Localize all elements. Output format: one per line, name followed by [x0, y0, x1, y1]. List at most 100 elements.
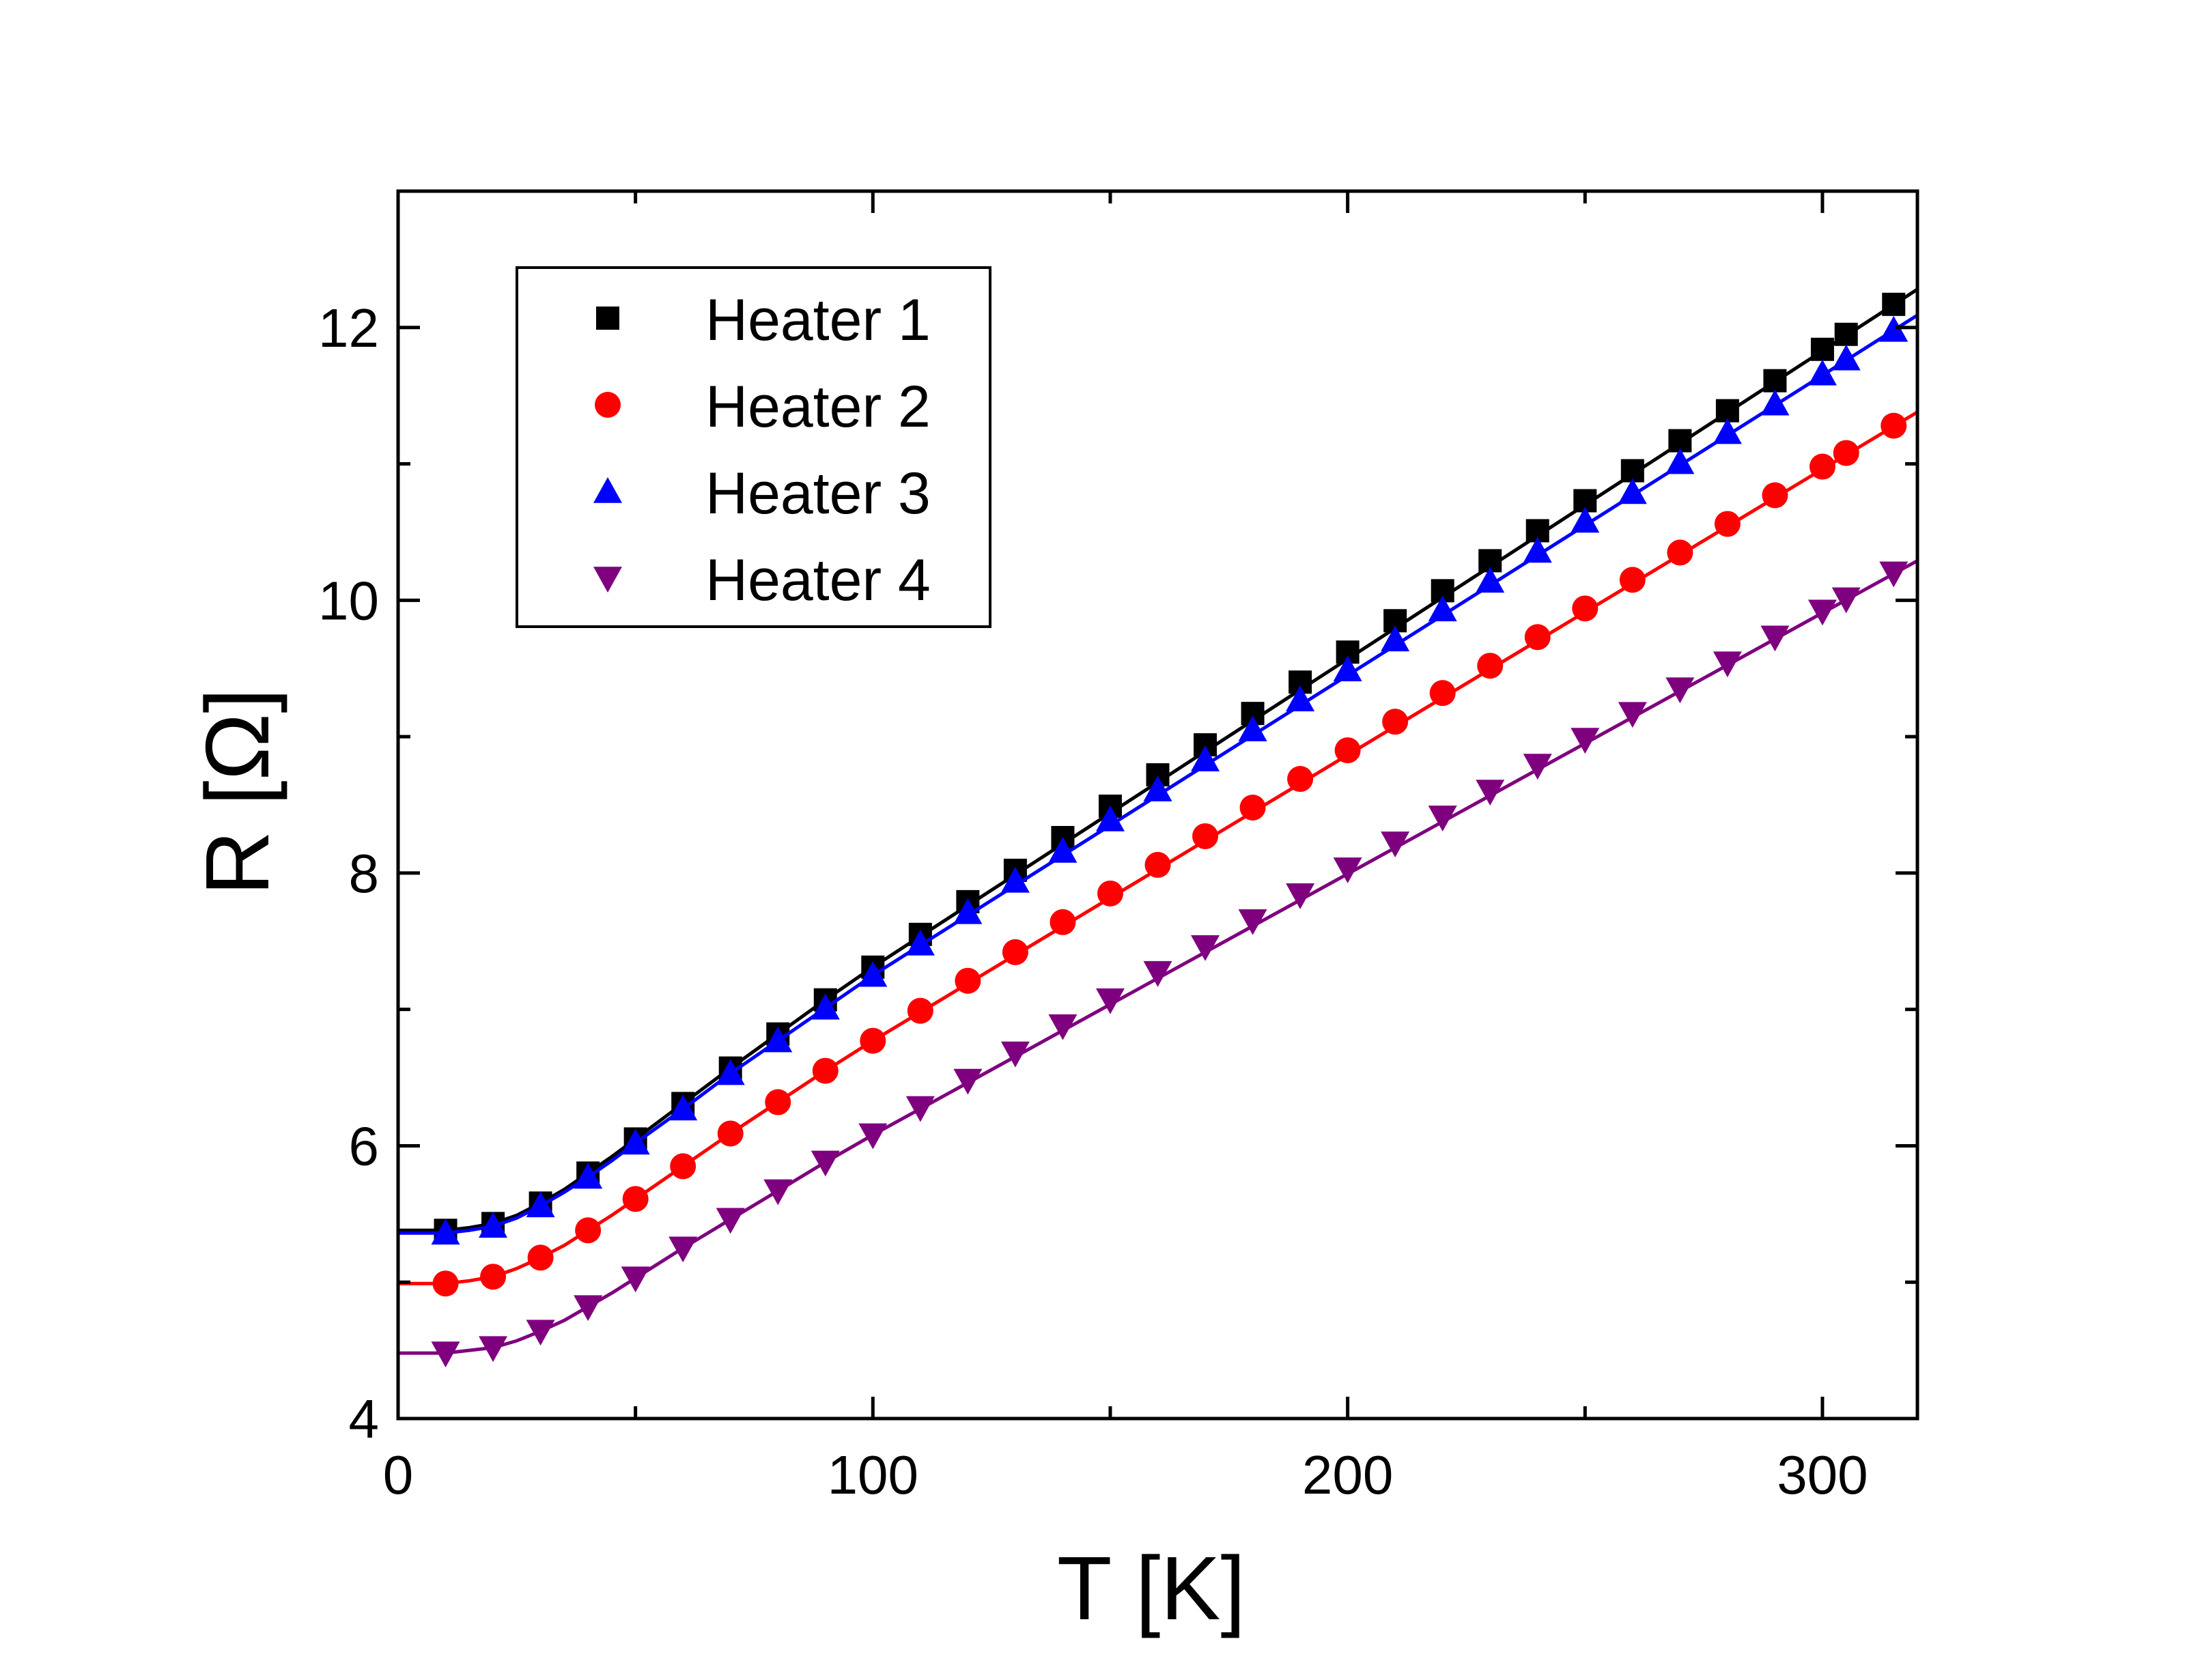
data-point	[1095, 805, 1125, 831]
legend: Heater 1 Heater 2 Heater 3 Heater 4	[516, 266, 991, 628]
data-point	[1523, 537, 1552, 563]
data-point	[1238, 909, 1267, 935]
data-point	[812, 1057, 839, 1084]
data-point	[1760, 389, 1790, 416]
data-point	[479, 1336, 508, 1363]
data-point	[668, 1094, 698, 1121]
axes-frame	[396, 189, 1919, 1421]
data-point	[668, 1236, 698, 1263]
data-point	[621, 1128, 650, 1155]
legend-entry: Heater 4	[593, 547, 931, 613]
data-point	[526, 1191, 555, 1218]
data-point	[1833, 440, 1859, 466]
data-point	[622, 1186, 649, 1212]
data-point	[1834, 322, 1858, 346]
data-point	[1881, 412, 1907, 439]
data-point	[953, 1068, 983, 1095]
legend-marker	[593, 477, 622, 503]
data-point	[431, 1219, 460, 1245]
data-point	[1762, 482, 1788, 509]
data-point	[907, 997, 933, 1024]
data-point	[1760, 625, 1790, 652]
legend-marker	[593, 567, 622, 593]
series-3	[398, 313, 1919, 1245]
data-point	[1665, 448, 1695, 474]
data-point	[1713, 651, 1742, 678]
data-point	[1879, 315, 1909, 342]
data-point	[858, 1123, 888, 1150]
data-point	[763, 1179, 793, 1206]
data-point	[1286, 883, 1315, 909]
data-point	[1048, 1014, 1078, 1040]
data-point	[1428, 806, 1457, 831]
plot-area	[398, 287, 1919, 1368]
x-tick-label: 300	[1777, 1444, 1868, 1505]
legend-label: Heater 2	[705, 374, 931, 440]
data-point	[905, 929, 935, 956]
legend-entry: Heater 1	[596, 287, 931, 353]
data-point	[1807, 359, 1837, 386]
y-axis-title: R [Ω]	[187, 688, 287, 896]
data-point	[716, 1208, 745, 1234]
data-point	[1002, 939, 1028, 965]
data-point	[1000, 866, 1030, 893]
data-point	[1287, 766, 1314, 793]
data-point	[1382, 709, 1409, 735]
x-tick-label: 0	[383, 1444, 414, 1505]
data-point	[1809, 453, 1835, 480]
data-point	[860, 1027, 886, 1054]
data-point	[574, 1163, 603, 1189]
data-point	[1476, 567, 1505, 593]
data-point	[1810, 337, 1834, 361]
data-point	[716, 1059, 745, 1085]
x-tick-label: 200	[1302, 1444, 1393, 1505]
data-point	[765, 1089, 791, 1115]
data-point	[479, 1212, 508, 1238]
data-point	[621, 1266, 650, 1293]
data-point	[1144, 851, 1171, 878]
data-point	[1572, 595, 1599, 622]
data-point	[1334, 737, 1361, 764]
data-point	[1050, 909, 1076, 935]
series-2	[398, 410, 1919, 1297]
data-point	[1238, 715, 1267, 741]
data-point	[574, 1295, 603, 1322]
data-point	[1524, 624, 1551, 651]
data-point	[1381, 625, 1410, 652]
legend-label: Heater 3	[705, 461, 931, 526]
data-point	[1476, 780, 1505, 806]
legend-items: Heater 1 Heater 2 Heater 3 Heater 4	[593, 287, 931, 613]
y-tick-label: 6	[349, 1115, 380, 1176]
data-point	[1429, 680, 1456, 707]
data-point	[1618, 702, 1647, 728]
x-axis-title: T [K]	[1057, 1538, 1245, 1638]
legend-label: Heater 4	[705, 547, 931, 613]
legend-entry: Heater 2	[595, 374, 931, 440]
data-point	[432, 1270, 459, 1297]
data-point	[905, 1096, 935, 1122]
data-point	[1095, 988, 1125, 1014]
y-tick-label: 8	[349, 843, 380, 904]
data-point	[526, 1320, 555, 1346]
legend-label: Heater 1	[705, 287, 931, 353]
data-point	[1000, 1041, 1030, 1068]
data-point	[1713, 418, 1742, 444]
data-point	[1879, 561, 1909, 588]
data-point	[1807, 599, 1837, 626]
data-point	[527, 1244, 554, 1271]
data-point	[1618, 478, 1647, 504]
data-point	[1619, 567, 1646, 593]
data-point	[811, 1150, 840, 1177]
data-point	[1571, 728, 1600, 754]
y-tick-label: 4	[349, 1389, 380, 1449]
data-point	[811, 993, 840, 1020]
y-tick-label: 10	[318, 570, 379, 631]
data-point	[1831, 344, 1861, 371]
data-point	[670, 1153, 696, 1180]
data-point	[1191, 935, 1220, 961]
data-point	[1143, 775, 1172, 801]
data-point	[1667, 539, 1693, 566]
series-4	[398, 559, 1919, 1368]
data-point	[717, 1120, 744, 1147]
